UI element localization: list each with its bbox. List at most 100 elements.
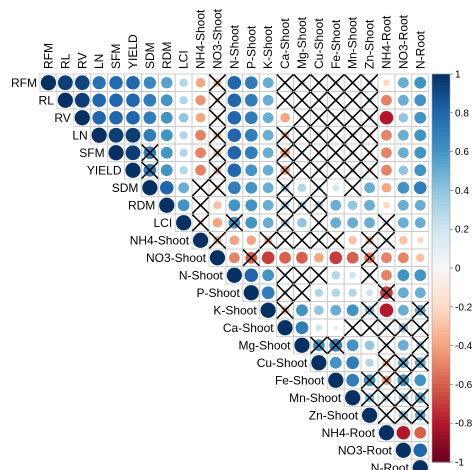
correlation-circle-Fe-Shoot-Mn-Shoot [346, 373, 360, 387]
colorbar-segment [432, 427, 450, 432]
column-label-Cu-Shoot: Cu-Shoot [312, 18, 326, 69]
correlation-circle-RFM-NH4-Shoot [195, 77, 206, 88]
colorbar-segment [432, 112, 450, 118]
color-legend: -1 -0.8 -0.6 -0.4 -0.2 0 0.2 0.4 0.6 0.8 1 [431, 70, 473, 469]
non-significant-cross [327, 144, 345, 162]
non-significant-cross [327, 336, 345, 354]
row-label-N-Shoot: N-Shoot [179, 268, 224, 282]
colorbar-tick-label: -0.6 [455, 380, 473, 391]
correlation-circle-Fe-Shoot-Fe-Shoot [328, 372, 344, 388]
correlation-circle-NO3-Root-N-Root [413, 443, 428, 458]
colorbar-segment [432, 399, 450, 405]
column-label-RDM: RDM [160, 42, 174, 69]
column-label-NH4-Shoot: NH4-Shoot [194, 9, 208, 69]
non-significant-cross [276, 179, 294, 197]
colorbar-segment [432, 365, 450, 370]
non-significant-cross [208, 109, 227, 127]
row-label-Mg-Shoot: Mg-Shoot [238, 338, 291, 352]
row-label-P-Shoot: P-Shoot [196, 286, 240, 300]
correlation-circle-RFM-LCI [179, 78, 188, 87]
non-significant-cross [310, 179, 328, 197]
correlation-circle-RL-N-Shoot [227, 93, 242, 108]
correlation-circle-RV-N-Root [414, 111, 427, 124]
correlation-circle-NO3-Shoot-Mn-Shoot [346, 251, 359, 264]
correlation-circle-K-Shoot-Fe-Shoot [330, 304, 342, 316]
correlation-circle-RL-N-Root [414, 94, 427, 107]
colorbar-segment [432, 411, 450, 417]
non-significant-cross [225, 214, 244, 232]
non-significant-cross [293, 91, 311, 109]
non-significant-cross [310, 91, 328, 109]
correlation-circle-SFM-P-Shoot [244, 146, 258, 160]
colorbar-segment [432, 171, 450, 176]
colorbar-tick-label: -0.4 [455, 341, 473, 352]
correlation-circle-P-Shoot-Zn-Shoot [366, 289, 373, 297]
correlation-circle-N-Shoot-K-Shoot [262, 269, 275, 282]
correlation-circle-NO3-Shoot-Mg-Shoot [296, 251, 308, 264]
correlation-circle-NO3-Shoot-N-Shoot [228, 252, 240, 264]
non-significant-cross [360, 371, 379, 389]
colorbar-segment [432, 295, 450, 300]
non-significant-cross [360, 231, 379, 249]
colorbar-segment [432, 221, 450, 226]
non-significant-cross [191, 196, 210, 214]
correlation-circle-Ca-Shoot-Cu-Shoot [315, 324, 323, 332]
non-significant-cross [360, 91, 379, 109]
colorbar-tick-label: 0.8 [455, 108, 469, 119]
non-significant-cross [360, 74, 379, 92]
row-label-NO3-Shoot: NO3-Shoot [146, 251, 207, 265]
colorbar-segment [432, 434, 450, 440]
row-label-Cu-Shoot: Cu-Shoot [257, 356, 308, 370]
non-significant-cross [394, 371, 413, 389]
non-significant-cross [360, 266, 379, 284]
row-label-Mn-Shoot: Mn-Shoot [289, 391, 342, 405]
colorbar-segment [432, 198, 450, 203]
colorbar-segment [432, 458, 450, 463]
colorbar-tick-label: -1 [455, 458, 464, 469]
non-significant-cross [411, 301, 429, 319]
correlation-circle-K-Shoot-Cu-Shoot [314, 305, 324, 316]
colorbar-tick-label: 0.4 [455, 186, 469, 197]
correlation-circle-N-Shoot-NH4-Root [381, 269, 392, 281]
colorbar-segment [432, 368, 450, 374]
non-significant-cross [377, 284, 396, 302]
row-label-YIELD: YIELD [87, 163, 122, 177]
colorbar-segment [432, 430, 450, 436]
correlation-circle-K-Shoot-K-Shoot [260, 302, 276, 318]
non-significant-cross [276, 266, 294, 284]
correlation-circle-RFM-SDM [143, 76, 156, 89]
colorbar-segment [432, 349, 450, 354]
correlation-circle-P-Shoot-NO3-Root [397, 287, 409, 299]
correlation-circle-Mg-Shoot-Zn-Shoot [364, 340, 375, 351]
correlation-circle-RV-LN [92, 110, 106, 125]
non-significant-cross [293, 284, 311, 302]
colorbar-segment [432, 264, 450, 269]
correlation-circle-LN-RDM [160, 129, 173, 142]
colorbar-segment [432, 415, 450, 420]
column-label-P-Shoot: P-Shoot [244, 25, 258, 69]
correlation-circle-NO3-Shoot-N-Root [416, 253, 425, 262]
colorbar-segment [432, 353, 450, 358]
colorbar-segment [432, 74, 450, 79]
colorbar-segment [432, 85, 450, 91]
correlation-circle-YIELD-LCI [179, 166, 188, 175]
correlation-circle-NO3-Root-NO3-Root [395, 442, 411, 458]
non-significant-cross [360, 249, 379, 267]
colorbar-segment [432, 147, 450, 153]
colorbar-segment [432, 260, 450, 265]
non-significant-cross [394, 406, 413, 424]
non-significant-cross [293, 74, 311, 92]
correlation-circle-YIELD-K-Shoot [262, 164, 274, 176]
non-significant-cross [259, 231, 277, 249]
non-significant-cross [310, 126, 328, 144]
colorbar-segment [432, 81, 450, 87]
row-label-LCI: LCI [154, 216, 173, 230]
non-significant-cross [343, 179, 362, 197]
column-label-N-Shoot: N-Shoot [227, 24, 241, 69]
non-significant-cross [191, 214, 210, 232]
correlation-circle-LCI-LCI [176, 215, 192, 231]
non-significant-cross [276, 301, 294, 319]
non-significant-cross [141, 161, 159, 179]
colorbar-segment [432, 279, 450, 285]
correlation-circle-RV-P-Shoot [244, 111, 258, 125]
